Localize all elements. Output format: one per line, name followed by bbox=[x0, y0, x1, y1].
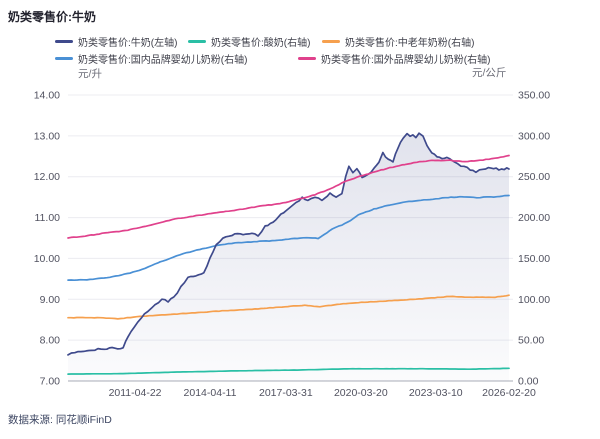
page-title: 奶类零售价:牛奶 bbox=[8, 10, 96, 24]
y-axis-right-tick-label: 50.00 bbox=[518, 335, 544, 347]
legend-label: 奶类零售价:中老年奶粉(右轴) bbox=[345, 38, 475, 49]
legend-label: 奶类零售价:国外品牌婴幼儿奶粉(右轴) bbox=[321, 55, 491, 66]
y-axis-right-tick-label: 100.00 bbox=[518, 294, 550, 306]
left-axis-unit: 元/升 bbox=[78, 68, 102, 80]
y-axis-left-tick-label: 8.00 bbox=[40, 335, 61, 347]
right-axis-unit: 元/公斤 bbox=[472, 67, 507, 79]
series-line-domestic-infant-formula[interactable] bbox=[67, 194, 510, 282]
legend-label: 奶类零售价:国内品牌婴幼儿奶粉(右轴) bbox=[78, 55, 248, 66]
y-axis-left-tick-label: 14.00 bbox=[34, 90, 60, 102]
y-axis-left-tick-label: 12.00 bbox=[34, 171, 60, 183]
x-axis-tick-label: 2023-03-10 bbox=[409, 387, 463, 399]
legend-marker-milk bbox=[55, 40, 73, 43]
legend-item-milk[interactable]: 奶类零售价:牛奶(左轴) bbox=[55, 35, 178, 49]
series-line-yogurt[interactable] bbox=[67, 367, 510, 375]
legend-marker-senior-milk-powder bbox=[322, 40, 340, 43]
legend-item-senior-milk-powder[interactable]: 奶类零售价:中老年奶粉(右轴) bbox=[322, 35, 475, 49]
y-axis-right-tick-label: 0.00 bbox=[518, 376, 539, 388]
x-axis-tick-label: 2026-02-20 bbox=[482, 387, 536, 399]
y-axis-right-tick-label: 250.00 bbox=[518, 171, 550, 183]
y-axis-right-tick-label: 300.00 bbox=[518, 130, 550, 142]
y-axis-left-tick-label: 13.00 bbox=[34, 130, 60, 142]
legend-item-yogurt[interactable]: 奶类零售价:酸奶(右轴) bbox=[188, 35, 311, 49]
legend-marker-domestic-infant-formula bbox=[55, 57, 73, 60]
y-axis-left-tick-label: 11.00 bbox=[35, 212, 61, 224]
series-line-milk[interactable] bbox=[67, 132, 510, 356]
y-axis-left-tick-label: 9.00 bbox=[40, 294, 61, 306]
series-area-milk bbox=[68, 133, 509, 381]
legend-label: 奶类零售价:酸奶(右轴) bbox=[211, 38, 311, 49]
legend-marker-foreign-infant-formula bbox=[298, 57, 316, 60]
legend-item-foreign-infant-formula[interactable]: 奶类零售价:国外品牌婴幼儿奶粉(右轴) bbox=[298, 52, 491, 66]
x-axis-tick-label: 2011-04-22 bbox=[109, 387, 162, 399]
legend-item-domestic-infant-formula[interactable]: 奶类零售价:国内品牌婴幼儿奶粉(右轴) bbox=[55, 52, 248, 66]
y-axis-right-tick-label: 150.00 bbox=[518, 253, 550, 265]
legend-marker-yogurt bbox=[188, 40, 206, 43]
y-axis-right-tick-label: 200.00 bbox=[518, 212, 550, 224]
y-axis-left-tick-label: 7.00 bbox=[40, 376, 61, 388]
series-line-senior-milk-powder[interactable] bbox=[67, 294, 510, 320]
series-line-foreign-infant-formula[interactable] bbox=[67, 154, 510, 239]
x-axis-tick-label: 2017-03-31 bbox=[259, 387, 313, 399]
y-axis-right-tick-label: 350.00 bbox=[518, 90, 550, 102]
legend-label: 奶类零售价:牛奶(左轴) bbox=[78, 38, 178, 49]
x-axis-tick-label: 2014-04-11 bbox=[184, 387, 237, 399]
y-axis-left-tick-label: 10.00 bbox=[34, 253, 60, 265]
x-axis-tick-label: 2020-03-20 bbox=[334, 387, 388, 399]
data-source: 数据来源: 同花顺iFinD bbox=[8, 414, 112, 426]
